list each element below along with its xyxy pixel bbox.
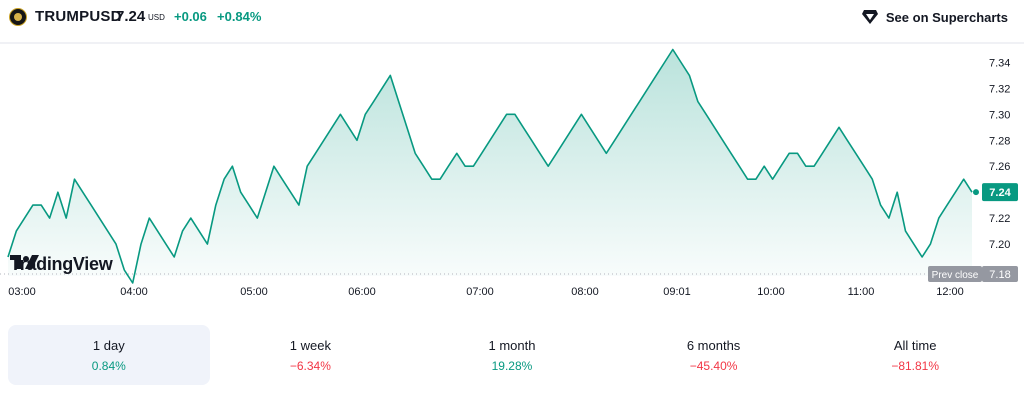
tab-label: All time (893, 338, 937, 353)
tab-change-value: 19.28% (491, 359, 533, 373)
y-tick-label: 7.28 (989, 135, 1010, 147)
tab-1-day[interactable]: 1 day 0.84% (8, 325, 210, 385)
tradingview-logo-icon (10, 255, 39, 269)
y-tick-label: 7.26 (989, 161, 1010, 173)
x-tick-label: 03:00 (8, 286, 36, 298)
tab-label: 1 day (92, 338, 125, 353)
tab-change-value: −81.81% (891, 359, 940, 373)
period-tabs: 1 day 0.84% 1 week −6.34% 1 month 19.28%… (8, 325, 1016, 385)
tradingview-diamond-icon (861, 10, 878, 24)
x-tick-label: 09:01 (663, 286, 691, 298)
y-tick-label: 7.30 (989, 109, 1010, 121)
tab-label: 6 months (686, 338, 741, 353)
x-tick-label: 05:00 (240, 286, 268, 298)
see-on-supercharts-link[interactable]: See on Supercharts (861, 8, 1008, 26)
last-price-badge (982, 183, 1018, 202)
see-on-supercharts-label: See on Supercharts (885, 9, 1008, 25)
tab-change-value: −45.40% (689, 359, 738, 373)
prev-close-title: Prev close (932, 270, 979, 281)
prev-close-value: 7.18 (989, 269, 1010, 281)
x-tick-label: 08:00 (571, 286, 599, 298)
tradingview-watermark: TradingView (10, 254, 113, 275)
y-tick-label: 7.32 (989, 83, 1010, 95)
tab-1-week[interactable]: 1 week −6.34% (210, 325, 412, 385)
x-tick-label: 12:00 (936, 286, 964, 298)
symbol-header: TRUMPUSD 7.24 USD +0.06 +0.84% See on Su… (0, 0, 1024, 36)
price-change: +0.06 (174, 9, 207, 24)
last-price: 7.24 (116, 8, 146, 25)
tab-change-value: 0.84% (91, 359, 126, 373)
x-tick-label: 04:00 (120, 286, 148, 298)
price-area-fill (8, 49, 972, 283)
tab-6-months[interactable]: 6 months −45.40% (613, 325, 815, 385)
tab-label: 1 week (289, 338, 331, 353)
prev-close-title-badge (928, 266, 982, 282)
tab-change-value: −6.34% (289, 359, 331, 373)
x-tick-label: 06:00 (348, 286, 376, 298)
trump-coin-logo-icon (9, 8, 27, 26)
y-tick-label: 7.20 (989, 239, 1010, 251)
last-price-label: 7.24 (989, 187, 1011, 199)
prev-close-value-badge (982, 266, 1018, 282)
tab-all-time[interactable]: All time −81.81% (814, 325, 1016, 385)
price-chart[interactable]: 7.34 7.32 7.30 7.28 7.26 7.24 7.22 7.20 03:00 04… (0, 38, 1024, 300)
price-change-percent: +0.84% (217, 9, 262, 24)
price-chart-canvas[interactable]: 7.34 7.32 7.30 7.28 7.26 7.24 7.22 7.20 03:00 04… (0, 38, 1024, 300)
x-tick-label: 11:00 (848, 286, 875, 298)
x-tick-label: 10:00 (757, 286, 785, 298)
x-tick-label: 07:00 (466, 286, 494, 298)
y-tick-label: 7.22 (989, 213, 1010, 225)
currency-label: USD (148, 13, 165, 22)
tab-1-month[interactable]: 1 month 19.28% (411, 325, 613, 385)
last-price-dot (973, 189, 979, 196)
y-tick-label: 7.34 (989, 57, 1010, 69)
price-series-line (7, 48, 973, 284)
tab-label: 1 month (488, 338, 536, 353)
symbol-name[interactable]: TRUMPUSD (35, 8, 122, 25)
